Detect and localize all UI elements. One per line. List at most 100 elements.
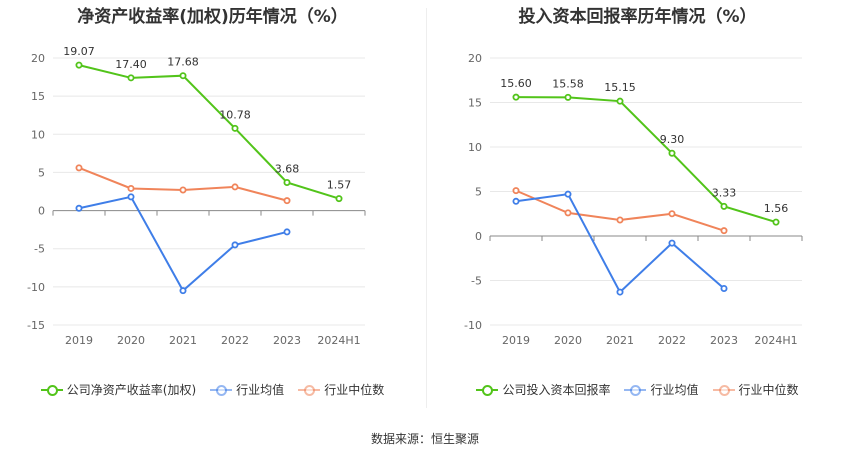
roe-data-point[interactable] — [283, 178, 291, 186]
roic-data-label: 1.56 — [764, 202, 789, 215]
roic-data-point[interactable] — [512, 197, 520, 205]
roic-x-tick-label: 2022 — [658, 334, 686, 347]
roe-data-point[interactable] — [231, 183, 239, 191]
roe-x-tick-label: 2019 — [65, 334, 93, 347]
roic-data-point[interactable] — [616, 288, 624, 296]
roic-data-label: 9.30 — [660, 133, 685, 146]
roe-data-label: 3.68 — [275, 162, 300, 175]
roic-data-point[interactable] — [772, 218, 780, 226]
roic-y-tick-label: 5 — [475, 186, 482, 199]
roic-data-point[interactable] — [720, 202, 728, 210]
roic-data-label: 3.33 — [712, 186, 737, 199]
roe-x-tick-label: 2021 — [169, 334, 197, 347]
roic-series-line-1 — [515, 193, 725, 294]
roe-data-label: 17.40 — [115, 58, 147, 71]
legend-line-marker-icon — [210, 384, 233, 396]
roic-series-line-0 — [515, 96, 777, 224]
roe-data-label: 1.57 — [327, 179, 352, 192]
roic-data-label: 15.60 — [500, 77, 532, 90]
roe-y-tick-label: -15 — [27, 319, 45, 332]
roe-data-point[interactable] — [283, 228, 291, 236]
legend-label: 公司投入资本回报率 — [502, 383, 611, 397]
data-source-note: 数据来源：恒生聚源 — [370, 432, 479, 446]
roic-data-point[interactable] — [616, 97, 624, 105]
roe-y-tick-label: 10 — [31, 128, 45, 141]
panel-divider — [426, 8, 427, 408]
roe-y-tick-label: -10 — [27, 281, 45, 294]
legend-line-marker-icon — [624, 384, 647, 396]
roic-y-tick-label: -5 — [471, 275, 482, 288]
roic-x-tick-label: 2021 — [606, 334, 634, 347]
legend-line-marker-icon — [40, 384, 63, 396]
roe-y-tick-label: -5 — [34, 243, 45, 256]
roe-data-label: 19.07 — [63, 45, 95, 58]
legend-line-marker-icon — [476, 384, 499, 396]
roe-data-point[interactable] — [335, 195, 343, 203]
roe-x-tick-label: 2022 — [221, 334, 249, 347]
roic-data-point[interactable] — [512, 93, 520, 101]
roe-legend-item-0[interactable]: 公司净资产收益率(加权) — [40, 381, 197, 398]
roe-data-point[interactable] — [231, 124, 239, 132]
roic-data-point[interactable] — [720, 285, 728, 293]
roic-data-point[interactable] — [668, 149, 676, 157]
roic-data-label: 15.58 — [552, 77, 584, 90]
roe-chart-legend: 公司净资产收益率(加权) 行业均值 行业中位数 — [0, 381, 425, 398]
roic-x-tick-label: 2020 — [554, 334, 582, 347]
roe-data-point[interactable] — [179, 186, 187, 194]
legend-line-marker-icon — [298, 384, 321, 396]
roe-data-point[interactable] — [75, 204, 83, 212]
roic-x-tick-label: 2024H1 — [754, 334, 797, 347]
roic-data-point[interactable] — [564, 93, 572, 101]
roe-y-tick-label: 0 — [38, 205, 45, 218]
roic-data-point[interactable] — [720, 227, 728, 235]
roe-chart-panel: 净资产收益率(加权)历年情况（%） 20 15 10 5 0 -5 -10 -15 2019 20… — [0, 0, 425, 410]
roic-data-point[interactable] — [616, 216, 624, 224]
roe-chart-svg: 20 15 10 5 0 -5 -10 -15 2019 2020 2021 2022 2023 2024… — [27, 45, 366, 347]
roic-data-point[interactable] — [564, 209, 572, 217]
roe-x-tick-label: 2020 — [117, 334, 145, 347]
roe-data-label: 17.68 — [167, 56, 199, 69]
roe-data-point[interactable] — [127, 193, 135, 201]
roic-data-point[interactable] — [668, 239, 676, 247]
legend-label: 公司净资产收益率(加权) — [66, 383, 197, 397]
roe-y-tick-label: 15 — [31, 90, 45, 103]
roe-chart-title: 净资产收益率(加权)历年情况（%） — [77, 7, 348, 27]
roic-x-tick-label: 2019 — [502, 334, 530, 347]
roic-y-tick-label: 10 — [468, 141, 482, 154]
roe-data-point[interactable] — [75, 164, 83, 172]
legend-label: 行业均值 — [650, 383, 699, 397]
roe-data-point[interactable] — [231, 241, 239, 249]
roic-chart-svg: 20 15 10 5 0 -5 -10 2019 2020 2021 2022 2023 2024H1 1… — [464, 52, 803, 347]
roic-chart-legend: 公司投入资本回报率 行业均值 行业中位数 — [425, 381, 850, 398]
roic-data-point[interactable] — [564, 190, 572, 198]
roe-x-tick-label: 2024H1 — [317, 334, 360, 347]
roe-data-point[interactable] — [75, 61, 83, 69]
roic-y-tick-label: 20 — [468, 52, 482, 65]
roe-data-label: 10.78 — [219, 108, 251, 121]
roic-x-tick-label: 2023 — [710, 334, 738, 347]
roic-chart-panel: 投入资本回报率历年情况（%） 20 15 10 5 0 -5 -10 2019 2020 2021… — [425, 0, 850, 410]
roe-data-point[interactable] — [127, 184, 135, 192]
roic-data-point[interactable] — [668, 210, 676, 218]
legend-label: 行业均值 — [236, 383, 285, 397]
roic-data-point[interactable] — [512, 187, 520, 195]
roic-y-tick-label: 15 — [468, 97, 482, 110]
roe-y-tick-label: 5 — [38, 166, 45, 179]
legend-label: 行业中位数 — [738, 383, 799, 397]
roe-legend-item-2[interactable]: 行业中位数 — [298, 381, 384, 398]
roe-series-line-0 — [78, 64, 340, 200]
roic-legend-item-2[interactable]: 行业中位数 — [712, 381, 799, 398]
roe-legend-item-1[interactable]: 行业均值 — [210, 381, 284, 398]
roe-x-tick-label: 2023 — [273, 334, 301, 347]
roe-data-point[interactable] — [127, 74, 135, 82]
roe-data-point[interactable] — [283, 197, 291, 205]
roe-data-point[interactable] — [179, 72, 187, 80]
roic-y-tick-label: 0 — [475, 230, 482, 243]
roic-y-tick-label: -10 — [464, 319, 482, 332]
roic-legend-item-0[interactable]: 公司投入资本回报率 — [476, 381, 610, 398]
roic-chart-title: 投入资本回报率历年情况（%） — [518, 7, 757, 27]
roe-data-point[interactable] — [179, 287, 187, 295]
roic-legend-item-1[interactable]: 行业均值 — [624, 381, 699, 398]
legend-line-marker-icon — [712, 384, 735, 396]
roic-data-label: 15.15 — [604, 81, 636, 94]
